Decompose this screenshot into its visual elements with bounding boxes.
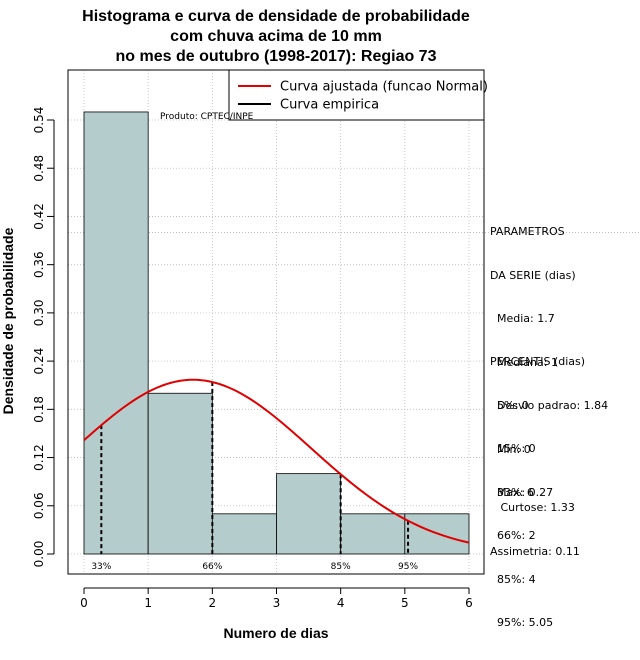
legend-label-2: Curva empirica [280,98,379,113]
percentile-label-85: 85% [331,562,351,572]
parametros-title-1: PARAMETROS [490,225,565,238]
percentile-label-66: 66% [202,562,222,572]
chart-title: Histograma e curva de densidade de proba… [82,8,470,65]
assimetria-value: Assimetria: 0.11 [490,544,580,558]
pct-66: 66%: 2 [490,529,536,542]
bar-2 [147,392,213,555]
parametros-title-2: DA SERIE (dias) [490,268,576,282]
bar-1 [83,111,149,555]
pct-85: 85%: 4 [490,572,536,586]
shape-stats-panel: Curtose: 1.33 Assimetria: 0.11 [490,472,580,574]
pct-95: 95%: 5.05 [490,616,554,629]
y-tick-label-0.54: 0.54 [32,107,46,134]
title-line-2: com chuva acima de 10 mm [170,28,382,45]
histogram-bars [83,111,470,555]
y-tick-label-0.00: 0.00 [32,541,46,568]
x-tick-label-0: 0 [80,596,88,610]
percentis-title: PERCENTIS (dias) [490,355,586,368]
legend: Curva ajustada (funcao Normal) Curva empi… [228,69,488,121]
bar-3 [211,513,277,555]
percentile-label-33: 33% [91,562,111,572]
pct-33: 33%: 0.27 [490,485,554,499]
x-tick-label-1: 1 [144,596,152,610]
percentile-label-95: 95% [398,562,418,572]
bar-4 [276,473,342,555]
y-tick-label-0.06: 0.06 [32,492,46,519]
y-tick-label-0.30: 0.30 [32,300,46,327]
x-tick-label-6: 6 [465,596,473,610]
parametros-panel: PARAMETROS DA SERIE (dias) Media: 1.7 Me… [490,196,608,515]
param-desvio: Desvio padrao: 1.84 [490,399,609,412]
y-tick-label-0.18: 0.18 [32,396,46,423]
x-tick-label-5: 5 [401,596,409,610]
y-tick-label-0.12: 0.12 [32,444,46,471]
param-media: Media: 1.7 [490,312,555,325]
legend-label-1: Curva ajustada (funcao Normal) [280,80,488,95]
percentile-lines: 33% 66% 85% 95% [91,382,418,572]
param-min: Min: 0 [490,442,531,456]
x-tick-label-3: 3 [273,596,281,610]
param-max: Max: 6 [490,486,534,499]
x-tick-label-4: 4 [337,596,345,610]
title-line-1: Histograma e curva de densidade de proba… [82,8,470,25]
x-tick-label-2: 2 [209,596,217,610]
legend-box [228,69,485,121]
credit-label: Produto: CPTEC/INPE [160,112,254,122]
y-tick-label-0.24: 0.24 [32,348,46,375]
y-tick-label-0.36: 0.36 [32,251,46,278]
bar-5 [340,513,406,555]
param-mediana: Mediana: 1 [490,355,558,369]
axes: 0.00 0.06 0.12 0.18 0.24 0.30 0.36 0.42 0.48 0.54… [32,107,473,610]
normal-curve [83,378,470,544]
y-tick-label-0.42: 0.42 [32,203,46,230]
curtose-value: Curtose: 1.33 [490,501,575,514]
pct-5: 5%: 0 [490,398,529,412]
y-axis-title: Densidade de probabilidade [0,227,16,414]
percentis-panel: PERCENTIS (dias) 5%: 0 15%: 0 33%: 0.27 … [490,326,585,645]
normal-curve-line [83,378,470,544]
title-line-3: no mes de outubro (1998-2017): Regiao 73 [116,48,437,65]
pct-15: 15%: 0 [490,442,536,455]
x-axis-title: Numero de dias [223,625,328,641]
y-tick-label-0.48: 0.48 [32,155,46,182]
